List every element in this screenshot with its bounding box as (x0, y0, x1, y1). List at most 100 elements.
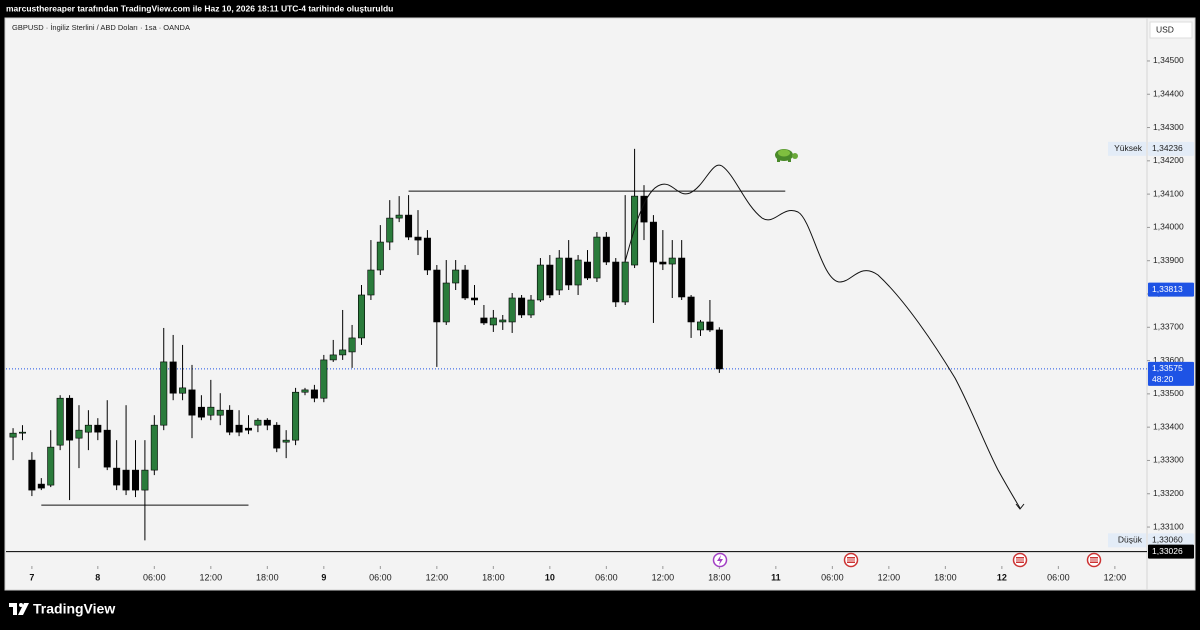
y-tick-label: 1,34100 (1153, 188, 1184, 198)
projection-arrow (1015, 503, 1025, 510)
last-price-box (1148, 361, 1194, 386)
candle-body (395, 214, 403, 219)
x-tick-label: 12:00 (652, 572, 675, 582)
currency-box (1149, 21, 1193, 39)
last-price-label: 1,33575 (1152, 363, 1183, 373)
candle-body (367, 269, 375, 296)
y-tick-label: 1,34300 (1153, 122, 1184, 132)
candle-body (216, 409, 224, 416)
y-tick-label: 1,34500 (1153, 55, 1184, 65)
candle-body (649, 221, 657, 263)
candle-body (527, 299, 535, 316)
candle-body (197, 406, 205, 418)
candle-body (433, 269, 441, 323)
candle-body (28, 459, 36, 491)
candle-body (244, 427, 252, 431)
banner: marcusthereaper tarafından TradingView.c… (6, 3, 393, 13)
y-tick-label: 1,33100 (1153, 521, 1184, 531)
candle-body (546, 264, 554, 296)
candle-body (188, 389, 196, 416)
candle-body (320, 359, 328, 399)
low-marker-name-box (1108, 533, 1146, 548)
candle-body (169, 361, 177, 394)
candle-body (282, 439, 290, 443)
candle-body (310, 389, 318, 399)
candle-body (452, 269, 460, 284)
alert-marker-box (1148, 282, 1194, 297)
candle-body (47, 446, 55, 486)
candle-body (602, 236, 610, 263)
high-marker-name: Yüksek (1114, 143, 1143, 153)
candle-body (593, 236, 601, 279)
x-tick-label: 10 (545, 572, 555, 582)
brand-name: TradingView (33, 601, 115, 617)
candle-body (141, 469, 149, 491)
x-tick-label: 11 (771, 572, 781, 582)
alert-marker-label: 1,33813 (1152, 284, 1183, 294)
candle-body (631, 195, 639, 266)
turtle-icon (775, 149, 798, 162)
candle-body (273, 424, 281, 449)
candle-body (442, 282, 450, 323)
candle-body (574, 259, 582, 286)
y-tick-label: 1,33500 (1153, 388, 1184, 398)
candle-body (179, 387, 187, 394)
candle-body (668, 257, 676, 265)
candle-body (226, 409, 234, 433)
candle-body (640, 195, 648, 223)
candle-body (84, 424, 92, 433)
x-tick-label: 12 (997, 572, 1007, 582)
low-marker-box (1148, 533, 1194, 548)
y-tick-label: 1,33200 (1153, 488, 1184, 498)
candle-body (565, 257, 573, 286)
candle-body (9, 432, 17, 438)
candle-body (263, 419, 271, 426)
low-line-box (1148, 544, 1194, 559)
candle-body (414, 236, 422, 241)
candle-body (555, 257, 563, 291)
y-tick-label: 1,34400 (1153, 88, 1184, 98)
chart-area (4, 17, 1196, 591)
candle-body (499, 319, 507, 323)
x-tick-label: 06:00 (595, 572, 618, 582)
y-tick-label: 1,33700 (1153, 322, 1184, 332)
candle-body (113, 467, 121, 486)
x-tick-label: 06:00 (1047, 572, 1070, 582)
x-tick-label: 12:00 (200, 572, 223, 582)
candle-body (659, 261, 667, 265)
candle-body (697, 321, 705, 331)
brand: TradingView (9, 601, 115, 617)
y-tick-label: 1,34000 (1153, 222, 1184, 232)
candle-body (301, 389, 309, 393)
candle-body (536, 264, 544, 301)
high-marker-label: 1,34236 (1152, 143, 1183, 153)
candle-body (75, 429, 83, 439)
candle-body (489, 317, 497, 326)
chart-title: GBPUSD · İngiliz Sterlini / ABD Doları ·… (12, 23, 190, 32)
x-tick-label: 12:00 (1104, 572, 1127, 582)
candle-body (508, 297, 516, 323)
candle-body (357, 294, 365, 339)
candle-body (471, 297, 479, 301)
currency: USD (1156, 24, 1174, 34)
low-marker-label: 1,33060 (1152, 535, 1183, 545)
candle-body (235, 424, 243, 433)
projection-curve (624, 164, 1021, 509)
candle-body (18, 431, 26, 434)
candle-body (386, 217, 394, 243)
candle-body (329, 354, 337, 361)
candle-body (376, 241, 384, 271)
y-tick-label: 1,33400 (1153, 421, 1184, 431)
candle-body (56, 397, 64, 446)
candle-body (292, 391, 300, 441)
x-tick-label: 18:00 (256, 572, 279, 582)
x-tick-label: 12:00 (878, 572, 901, 582)
low-marker-name: Düşük (1118, 535, 1143, 545)
candle-body (480, 317, 488, 324)
candle-body (160, 361, 168, 426)
event-icons (712, 552, 1102, 568)
x-tick-label: 06:00 (143, 572, 166, 582)
y-tick-label: 1,33300 (1153, 455, 1184, 465)
high-marker-box (1148, 141, 1194, 156)
